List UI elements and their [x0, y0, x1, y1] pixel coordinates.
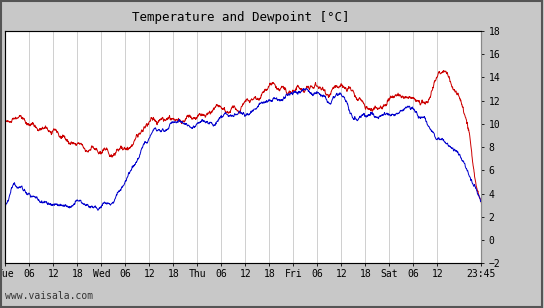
Text: www.vaisala.com: www.vaisala.com — [5, 291, 94, 301]
Text: Temperature and Dewpoint [°C]: Temperature and Dewpoint [°C] — [132, 10, 349, 24]
